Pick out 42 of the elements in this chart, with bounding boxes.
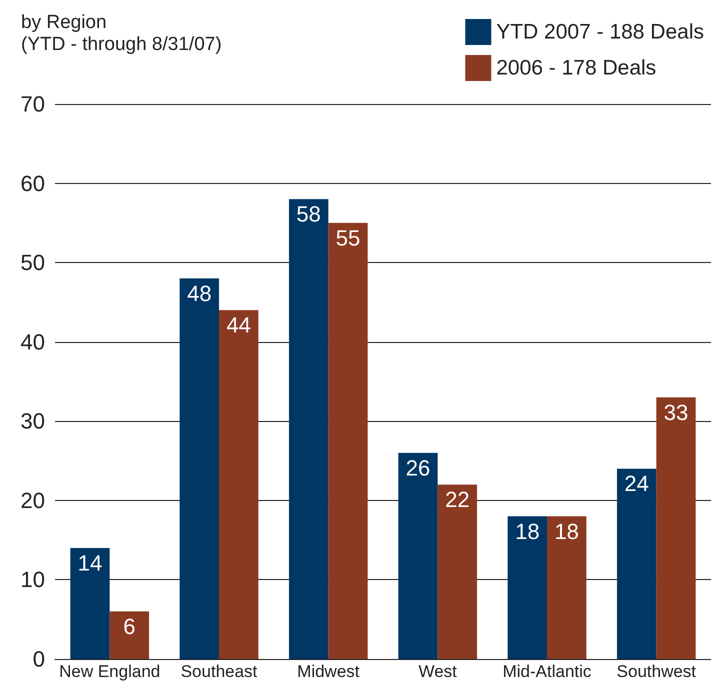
bar — [547, 516, 586, 659]
x-tick-label: Southwest — [616, 662, 696, 681]
legend-label: YTD 2007 - 188 Deals — [496, 20, 704, 44]
bar — [288, 199, 328, 659]
bar — [110, 611, 150, 659]
data-label: 58 — [296, 202, 321, 227]
data-label: 55 — [336, 225, 360, 250]
y-tick-label: 10 — [20, 567, 45, 592]
legend-label: 2006 - 178 Deals — [496, 56, 656, 80]
bar — [219, 310, 258, 659]
data-label: 18 — [554, 518, 579, 544]
y-tick-label: 60 — [20, 170, 45, 196]
x-tick-label: Southeast — [180, 662, 258, 681]
data-label: 6 — [123, 614, 136, 639]
bar — [656, 397, 696, 659]
bar — [180, 278, 219, 659]
data-label: 26 — [406, 455, 430, 480]
y-tick-label: 50 — [20, 250, 45, 276]
data-label: 18 — [515, 518, 540, 544]
bar — [328, 222, 368, 659]
x-tick-label: West — [418, 662, 458, 681]
bar — [398, 452, 438, 659]
bar — [616, 468, 656, 659]
x-tick-label: Mid-Atlantic — [502, 662, 592, 681]
x-tick-label: Midwest — [297, 662, 360, 681]
chart-title: by Region — [21, 12, 107, 33]
y-tick-label: 30 — [20, 408, 45, 434]
y-tick-label: 70 — [20, 92, 45, 116]
data-label: 14 — [78, 550, 102, 576]
bar — [508, 516, 547, 659]
data-label: 33 — [664, 400, 688, 425]
data-label: 22 — [445, 487, 470, 512]
chart-subtitle: (YTD - through 8/31/07) — [21, 34, 222, 55]
y-tick-label: 40 — [20, 329, 45, 354]
data-label: 44 — [226, 312, 251, 338]
data-label: 24 — [624, 471, 649, 496]
data-label: 48 — [187, 280, 212, 306]
y-tick-label: 0 — [32, 646, 45, 672]
bar — [438, 484, 478, 659]
x-tick-label: New England — [59, 662, 160, 681]
bar — [70, 548, 110, 659]
y-tick-label: 20 — [20, 488, 45, 513]
